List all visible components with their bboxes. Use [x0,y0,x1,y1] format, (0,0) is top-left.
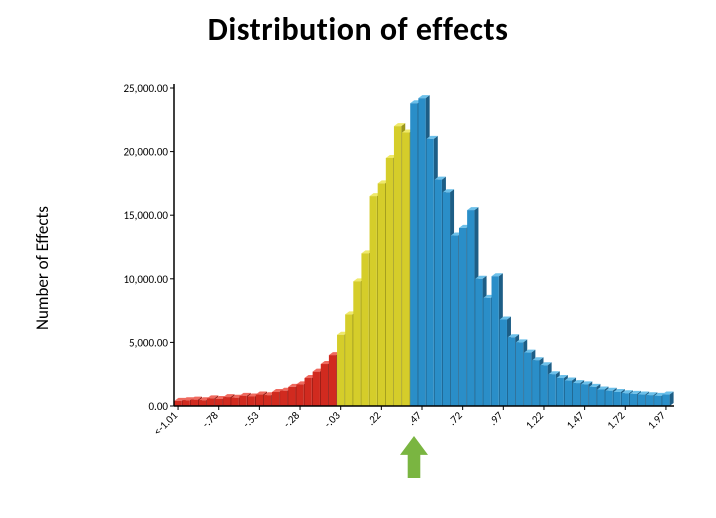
svg-text:-.53: -.53 [240,409,262,431]
svg-text:15,000.00: 15,000.00 [123,209,168,222]
distribution-chart: 0.00 5,000.00 10,000.00 15,000.00 20,000.00 2… [112,80,682,450]
page: Distribution of effects Number of Effect… [0,0,716,518]
svg-text:.22: .22 [364,409,383,428]
svg-text:1.97: 1.97 [645,409,668,432]
svg-text:<-1.01: <-1.01 [151,409,181,439]
svg-text:.47: .47 [405,409,424,428]
svg-text:-.03: -.03 [321,409,343,431]
svg-text:5,000.00: 5,000.00 [129,336,168,349]
chart-title: Distribution of effects [0,10,716,49]
svg-text:0.00: 0.00 [148,400,168,413]
svg-text:-.78: -.78 [199,409,221,431]
svg-text:.97: .97 [486,409,505,428]
svg-text:20,000.00: 20,000.00 [123,146,168,159]
y-axis-title: Number of Effects [32,206,53,330]
svg-text:1.47: 1.47 [564,409,587,432]
svg-text:1.72: 1.72 [604,409,627,432]
svg-text:25,000.00: 25,000.00 [123,82,168,95]
svg-text:1.22: 1.22 [523,409,546,432]
highlight-arrow-icon [400,436,428,478]
svg-text:10,000.00: 10,000.00 [123,273,168,286]
svg-text:-.28: -.28 [281,409,303,431]
svg-text:.72: .72 [446,409,465,428]
